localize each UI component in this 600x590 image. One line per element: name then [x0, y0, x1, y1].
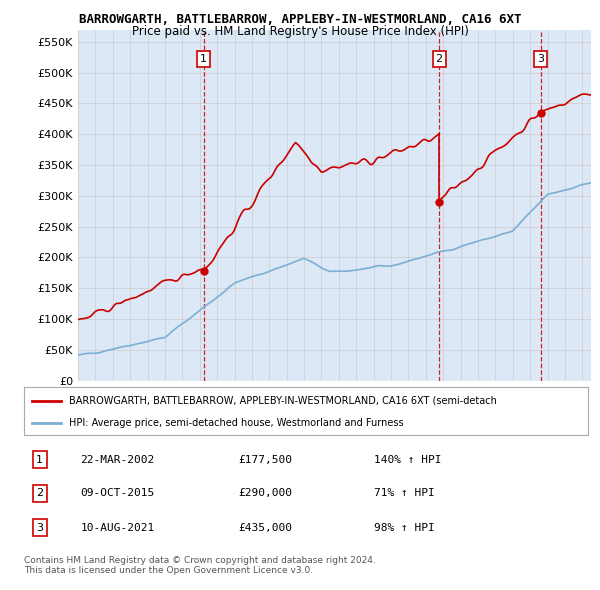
Text: 3: 3	[36, 523, 43, 533]
Text: HPI: Average price, semi-detached house, Westmorland and Furness: HPI: Average price, semi-detached house,…	[69, 418, 404, 428]
Text: 140% ↑ HPI: 140% ↑ HPI	[374, 455, 441, 465]
Text: 10-AUG-2021: 10-AUG-2021	[80, 523, 155, 533]
Text: 98% ↑ HPI: 98% ↑ HPI	[374, 523, 434, 533]
Text: BARROWGARTH, BATTLEBARROW, APPLEBY-IN-WESTMORLAND, CA16 6XT: BARROWGARTH, BATTLEBARROW, APPLEBY-IN-WE…	[79, 13, 521, 26]
Text: 1: 1	[36, 455, 43, 465]
Text: 2: 2	[36, 489, 43, 498]
Text: This data is licensed under the Open Government Licence v3.0.: This data is licensed under the Open Gov…	[24, 566, 313, 575]
Text: Price paid vs. HM Land Registry's House Price Index (HPI): Price paid vs. HM Land Registry's House …	[131, 25, 469, 38]
Text: £290,000: £290,000	[238, 489, 292, 498]
Text: Contains HM Land Registry data © Crown copyright and database right 2024.: Contains HM Land Registry data © Crown c…	[24, 556, 376, 565]
Text: BARROWGARTH, BATTLEBARROW, APPLEBY-IN-WESTMORLAND, CA16 6XT (semi-detach: BARROWGARTH, BATTLEBARROW, APPLEBY-IN-WE…	[69, 395, 497, 405]
Text: 71% ↑ HPI: 71% ↑ HPI	[374, 489, 434, 498]
Text: £177,500: £177,500	[238, 455, 292, 465]
Text: 1: 1	[200, 54, 207, 64]
Text: 3: 3	[537, 54, 544, 64]
Text: £435,000: £435,000	[238, 523, 292, 533]
Text: 22-MAR-2002: 22-MAR-2002	[80, 455, 155, 465]
Text: 09-OCT-2015: 09-OCT-2015	[80, 489, 155, 498]
Text: 2: 2	[436, 54, 443, 64]
